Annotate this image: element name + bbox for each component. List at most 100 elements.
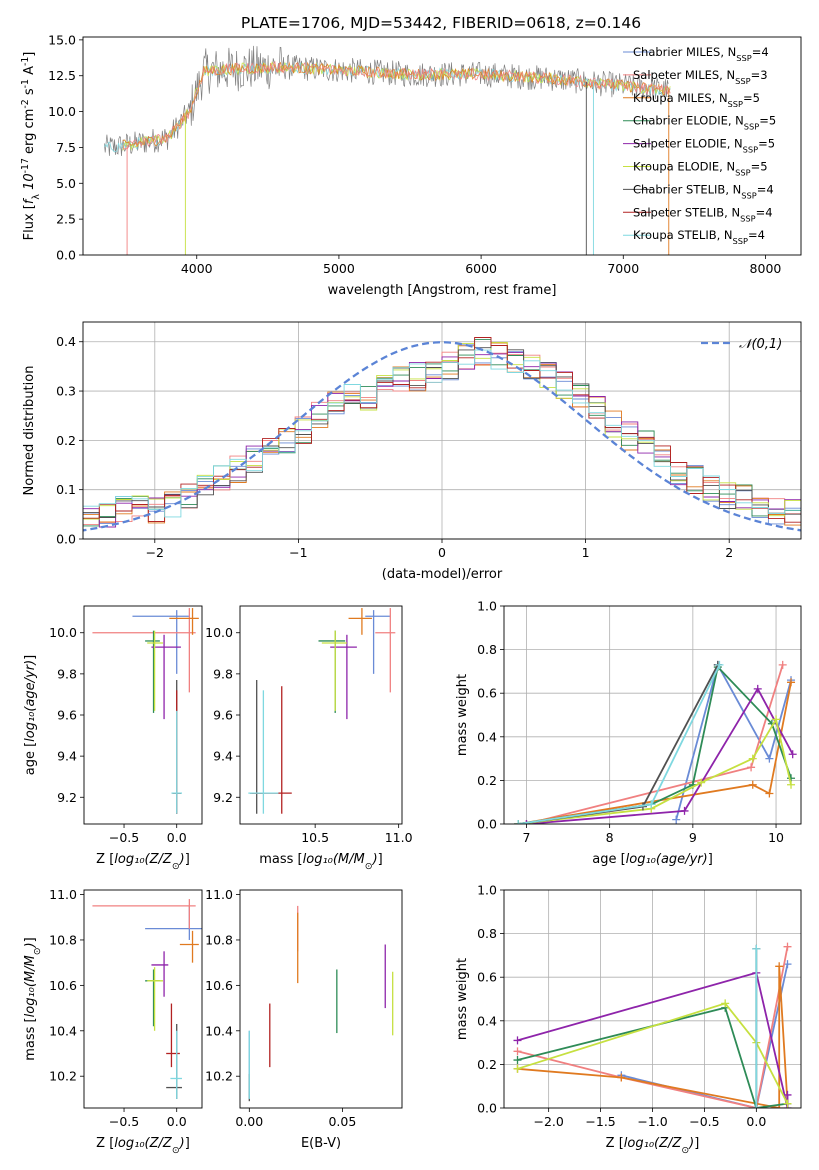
legend: Chabrier MILES, NSSP=4 Salpeter MILES, NS… <box>623 45 776 246</box>
weight-point <box>513 1036 522 1045</box>
weight-point <box>778 660 787 669</box>
x-tick-label: 0.05 <box>328 1114 356 1129</box>
weight-point <box>787 780 796 789</box>
y-tick-label: 0.3 <box>56 384 76 399</box>
x-axis-label: mass [log₁₀(M/M⊙)] <box>259 852 383 872</box>
x-tick-label: −1.0 <box>637 1114 667 1129</box>
legend-label: Chabrier STELIB, NSSP=4 <box>633 182 774 200</box>
y-tick-label: 0.0 <box>56 532 76 547</box>
weight-point <box>721 999 730 1008</box>
y-tick-label: 9.4 <box>57 749 77 764</box>
legend-label: Chabrier ELODIE, NSSP=5 <box>633 114 776 132</box>
y-tick-label: 0.0 <box>477 1101 497 1116</box>
y-tick-label: 0.4 <box>477 1013 497 1028</box>
y-axis-label: Normed distribution <box>22 366 37 496</box>
weight-line <box>526 664 784 824</box>
weight-line <box>517 717 792 824</box>
x-axis-label: (data-model)/error <box>382 567 503 582</box>
y-tick-label: 9.8 <box>57 666 77 681</box>
y-tick-label: 10.4 <box>205 1023 233 1038</box>
y-tick-label: 10.0 <box>205 625 233 640</box>
x-tick-label: −1.5 <box>585 1114 615 1129</box>
x-axis-label: Z [log₁₀(Z/Z⊙)] <box>96 1136 190 1156</box>
weight-point <box>783 1090 792 1099</box>
panel-spectrum: 4000 5000 6000 7000 8000 0.0 2.5 5.0 7.5 10.0 12.5… <box>20 32 802 298</box>
panel-mass_vs_EBV: 0.00 0.05 10.2 10.4 10.6 10.8 11.0 E(B-V) <box>205 887 403 1151</box>
x-axis-label: wavelength [Angstrom, rest frame] <box>328 283 557 298</box>
plot-area-spectrum <box>103 45 671 255</box>
axes-frame <box>239 605 403 825</box>
x-tick-label: 8000 <box>750 261 782 276</box>
plot-area-mass_vs_EBV <box>248 905 394 1102</box>
y-axis-label: mass weight <box>455 674 470 756</box>
y-axis-label: mass weight <box>455 958 470 1040</box>
x-tick-label: 10.5 <box>301 830 329 845</box>
axes-frame <box>82 36 802 256</box>
weight-point <box>753 684 762 693</box>
plot-area-weight_vs_Z <box>513 942 792 1108</box>
panel-weight_vs_age: 7 8 9 10 0.0 0.2 0.4 0.6 0.8 1.0 age [log₁₀(age/yr… <box>455 599 802 867</box>
weight-point <box>748 780 757 789</box>
y-tick-label: 10.6 <box>205 978 233 993</box>
weight-point <box>514 820 523 824</box>
x-tick-label: 7000 <box>607 261 639 276</box>
x-tick-label: 7 <box>522 830 530 845</box>
legend-label: Kroupa STELIB, NSSP=4 <box>633 228 765 246</box>
y-tick-label: 10.0 <box>48 104 76 119</box>
weight-point <box>787 678 796 687</box>
weight-point <box>513 1064 522 1073</box>
plot-area-weight_vs_age <box>514 660 797 824</box>
weight-line <box>517 966 789 1108</box>
y-tick-label: 0.0 <box>477 817 497 832</box>
y-tick-label: 10.8 <box>49 932 77 947</box>
y-tick-label: 0.2 <box>477 1057 497 1072</box>
plot-area-age_vs_mass <box>248 608 396 814</box>
weight-point <box>522 820 531 824</box>
weight-point <box>772 715 781 724</box>
histogram-step <box>83 349 801 539</box>
legend-label: Chabrier MILES, NSSP=4 <box>633 45 769 63</box>
model-spectrum-line <box>122 60 671 150</box>
y-tick-label: 1.0 <box>477 599 497 614</box>
legend-label: Kroupa ELODIE, NSSP=5 <box>633 160 768 178</box>
weight-point <box>697 778 706 787</box>
plot-area-residuals <box>83 337 801 539</box>
y-tick-label: 10.2 <box>205 1069 233 1084</box>
weight-point <box>765 789 774 798</box>
weight-line <box>517 1002 789 1105</box>
weight-point <box>783 942 792 951</box>
axes-frame <box>82 321 802 540</box>
panel-mass_vs_Z: −0.5 0.0 10.2 10.4 10.6 10.8 11.0 Z [log₁₀(Z/Z⊙… <box>23 887 203 1156</box>
x-tick-label: 2 <box>725 545 733 560</box>
x-tick-label: 0 <box>438 545 446 560</box>
y-tick-label: 15.0 <box>48 32 76 47</box>
y-tick-label: 0.2 <box>477 773 497 788</box>
y-tick-label: 5.0 <box>56 176 76 191</box>
y-tick-label: 10.4 <box>49 1023 77 1038</box>
y-tick-label: 10.0 <box>49 625 77 640</box>
x-tick-label: 1 <box>582 545 590 560</box>
x-tick-label: −2.0 <box>533 1114 563 1129</box>
plot-area-age_vs_Z <box>92 608 199 814</box>
x-axis-label: Z [log₁₀(Z/Z⊙)] <box>96 852 190 872</box>
y-tick-label: 7.5 <box>56 140 76 155</box>
y-tick-label: 0.0 <box>56 248 76 263</box>
x-tick-label: −0.5 <box>109 1114 139 1129</box>
axes-frame <box>239 889 403 1109</box>
x-tick-label: −2 <box>146 545 164 560</box>
x-axis-label: Z [log₁₀(Z/Z⊙)] <box>606 1136 700 1156</box>
y-axis-label: Flux [fλ 10-17 erg cm-2 s-1 A-1] <box>20 52 42 241</box>
y-tick-label: 10.6 <box>49 978 77 993</box>
panel-age_vs_mass: 10.5 11.0 9.2 9.4 9.6 9.8 10.0 mass [log₁₀(M/M⊙… <box>205 605 413 872</box>
weight-point <box>513 1047 522 1056</box>
weight-point <box>752 944 761 953</box>
x-tick-label: 10 <box>768 830 784 845</box>
x-tick-label: 0.00 <box>235 1114 263 1129</box>
weight-point <box>747 763 756 772</box>
x-tick-label: 8 <box>606 830 614 845</box>
y-tick-label: 0.6 <box>477 686 497 701</box>
y-tick-label: 9.2 <box>213 790 233 805</box>
y-tick-label: 1.0 <box>477 883 497 898</box>
weight-line <box>517 946 789 1108</box>
